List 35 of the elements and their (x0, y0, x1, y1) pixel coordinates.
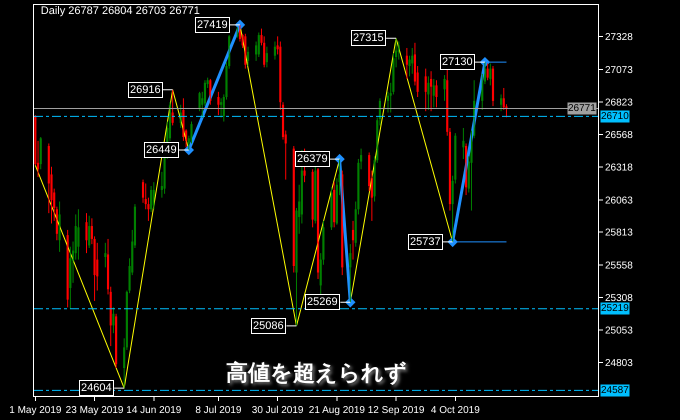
y-tick-label: 25558 (605, 260, 634, 272)
annotation: 26916 (130, 84, 161, 96)
y-tick-label: 25308 (605, 292, 634, 304)
y-tick-label: 26318 (605, 162, 634, 174)
y-tick-label: 27328 (605, 32, 634, 44)
y-tick-label: 26568 (605, 130, 634, 142)
annotation: 高値を超えられず (226, 360, 407, 386)
annotation: 26379 (297, 153, 328, 165)
annotation: 27315 (353, 32, 384, 44)
ref-line-label: 26771 (568, 103, 596, 114)
annotation: 24604 (81, 382, 112, 394)
ref-line-label: 25219 (601, 303, 630, 314)
x-tick-label: 30 Jul 2019 (252, 405, 304, 416)
x-tick-label: 4 Oct 2019 (430, 405, 480, 416)
ref-line-label: 24587 (601, 385, 630, 396)
annotation: 26449 (146, 144, 177, 156)
chart-title: Daily 26787 26804 26703 26771 (40, 5, 200, 17)
annotation: 27130 (442, 56, 473, 68)
x-tick-label: 23 May 2019 (66, 405, 124, 416)
y-tick-label: 27073 (605, 65, 634, 76)
annotation: 25269 (307, 296, 338, 308)
x-tick-label: 21 Aug 2019 (308, 405, 366, 416)
x-tick-label: 1 May 2019 (9, 405, 62, 416)
y-tick-label: 26063 (605, 195, 634, 206)
x-tick-label: 14 Jun 2019 (126, 405, 182, 416)
y-tick-label: 25053 (605, 326, 634, 337)
ref-line-label: 26710 (601, 111, 630, 122)
y-tick-label: 26823 (605, 97, 634, 108)
annotation: 27419 (197, 19, 228, 31)
x-tick-label: 12 Sep 2019 (368, 405, 425, 416)
annotation: 25737 (410, 236, 441, 248)
annotation: 25086 (253, 320, 284, 332)
x-tick-label: 8 Jul 2019 (195, 405, 242, 416)
y-tick-label: 25813 (605, 228, 634, 239)
y-tick-label: 24803 (605, 358, 634, 369)
